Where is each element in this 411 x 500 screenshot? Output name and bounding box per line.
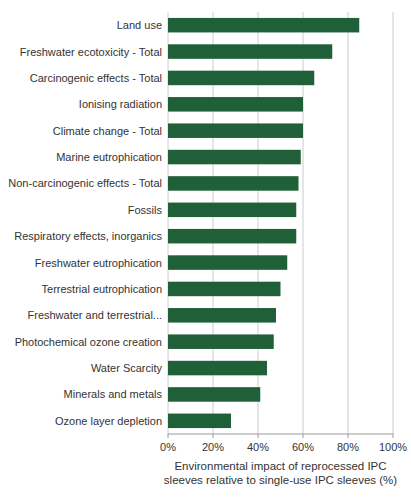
category-label: Respiratory effects, inorganics: [14, 230, 162, 242]
bar: Fossils: 57: [168, 203, 296, 218]
bar: Ozone layer depletion: 28: [168, 414, 231, 429]
chart-container: Land use: 85 Freshwater ecotoxicity - Tot…: [0, 0, 411, 500]
grid: [168, 12, 393, 434]
category-label: Freshwater and terrestrial...: [28, 309, 163, 321]
category-label: Fossils: [128, 204, 163, 216]
x-tick: [303, 434, 304, 438]
grid-line: [393, 12, 394, 434]
category-label: Non-carcinogenic effects - Total: [8, 177, 162, 189]
x-tick-label: 100%: [379, 441, 407, 453]
bars: Land use: 85 Freshwater ecotoxicity - Tot…: [168, 18, 359, 428]
category-label: Ionising radiation: [79, 98, 162, 110]
bar: Marine eutrophication: 59: [168, 150, 301, 165]
background: [0, 0, 411, 500]
x-axis: 0% 20% 40% 60% 80% 100%: [160, 434, 407, 453]
x-tick: [168, 434, 169, 438]
x-tick: [393, 434, 394, 438]
bar: Freshwater ecotoxicity - Total: 73: [168, 44, 332, 59]
bar: Photochemical ozone creation: 47: [168, 334, 274, 349]
category-label: Freshwater ecotoxicity - Total: [20, 46, 162, 58]
category-label: Terrestrial eutrophication: [42, 283, 162, 295]
category-label: Water Scarcity: [91, 362, 163, 374]
x-tick-label: 40%: [247, 441, 269, 453]
category-label: Freshwater eutrophication: [35, 257, 162, 269]
y-axis: Land use Freshwater ecotoxicity - Total Ca…: [8, 19, 162, 427]
bar: Water Scarcity: 44: [168, 361, 267, 376]
x-tick-label: 0%: [160, 441, 176, 453]
bar: Terrestrial eutrophication: 50: [168, 282, 281, 297]
bar: Minerals and metals: 41: [168, 387, 260, 402]
x-tick: [258, 434, 259, 438]
category-label: Climate change - Total: [53, 125, 162, 137]
bar: Climate change - Total: 60: [168, 123, 303, 138]
x-tick-label: 80%: [337, 441, 359, 453]
category-label: Photochemical ozone creation: [15, 336, 162, 348]
bar: Non-carcinogenic effects - Total: 58: [168, 176, 299, 191]
x-tick-label: 60%: [292, 441, 314, 453]
grid-line: [348, 12, 349, 434]
category-label: Minerals and metals: [64, 388, 163, 400]
category-label: Marine eutrophication: [56, 151, 162, 163]
category-label: Ozone layer depletion: [55, 415, 162, 427]
bar: Respiratory effects, inorganics: 57: [168, 229, 296, 244]
bar: Ionising radiation: 60: [168, 97, 303, 112]
x-tick: [348, 434, 349, 438]
x-tick-label: 20%: [202, 441, 224, 453]
x-tick: [213, 434, 214, 438]
bar: Freshwater eutrophication: 53: [168, 255, 287, 270]
x-axis-title: Environmental impact of reprocessed IPCs…: [164, 460, 397, 486]
chart: Land use: 85 Freshwater ecotoxicity - Tot…: [0, 0, 411, 500]
bar: Carcinogenic effects - Total: 65: [168, 71, 314, 86]
bar: Land use: 85: [168, 18, 359, 33]
bar: Freshwater and terrestrial...: 48: [168, 308, 276, 323]
category-label: Carcinogenic effects - Total: [30, 72, 162, 84]
x-axis-line: [168, 434, 393, 435]
category-label: Land use: [117, 19, 162, 31]
